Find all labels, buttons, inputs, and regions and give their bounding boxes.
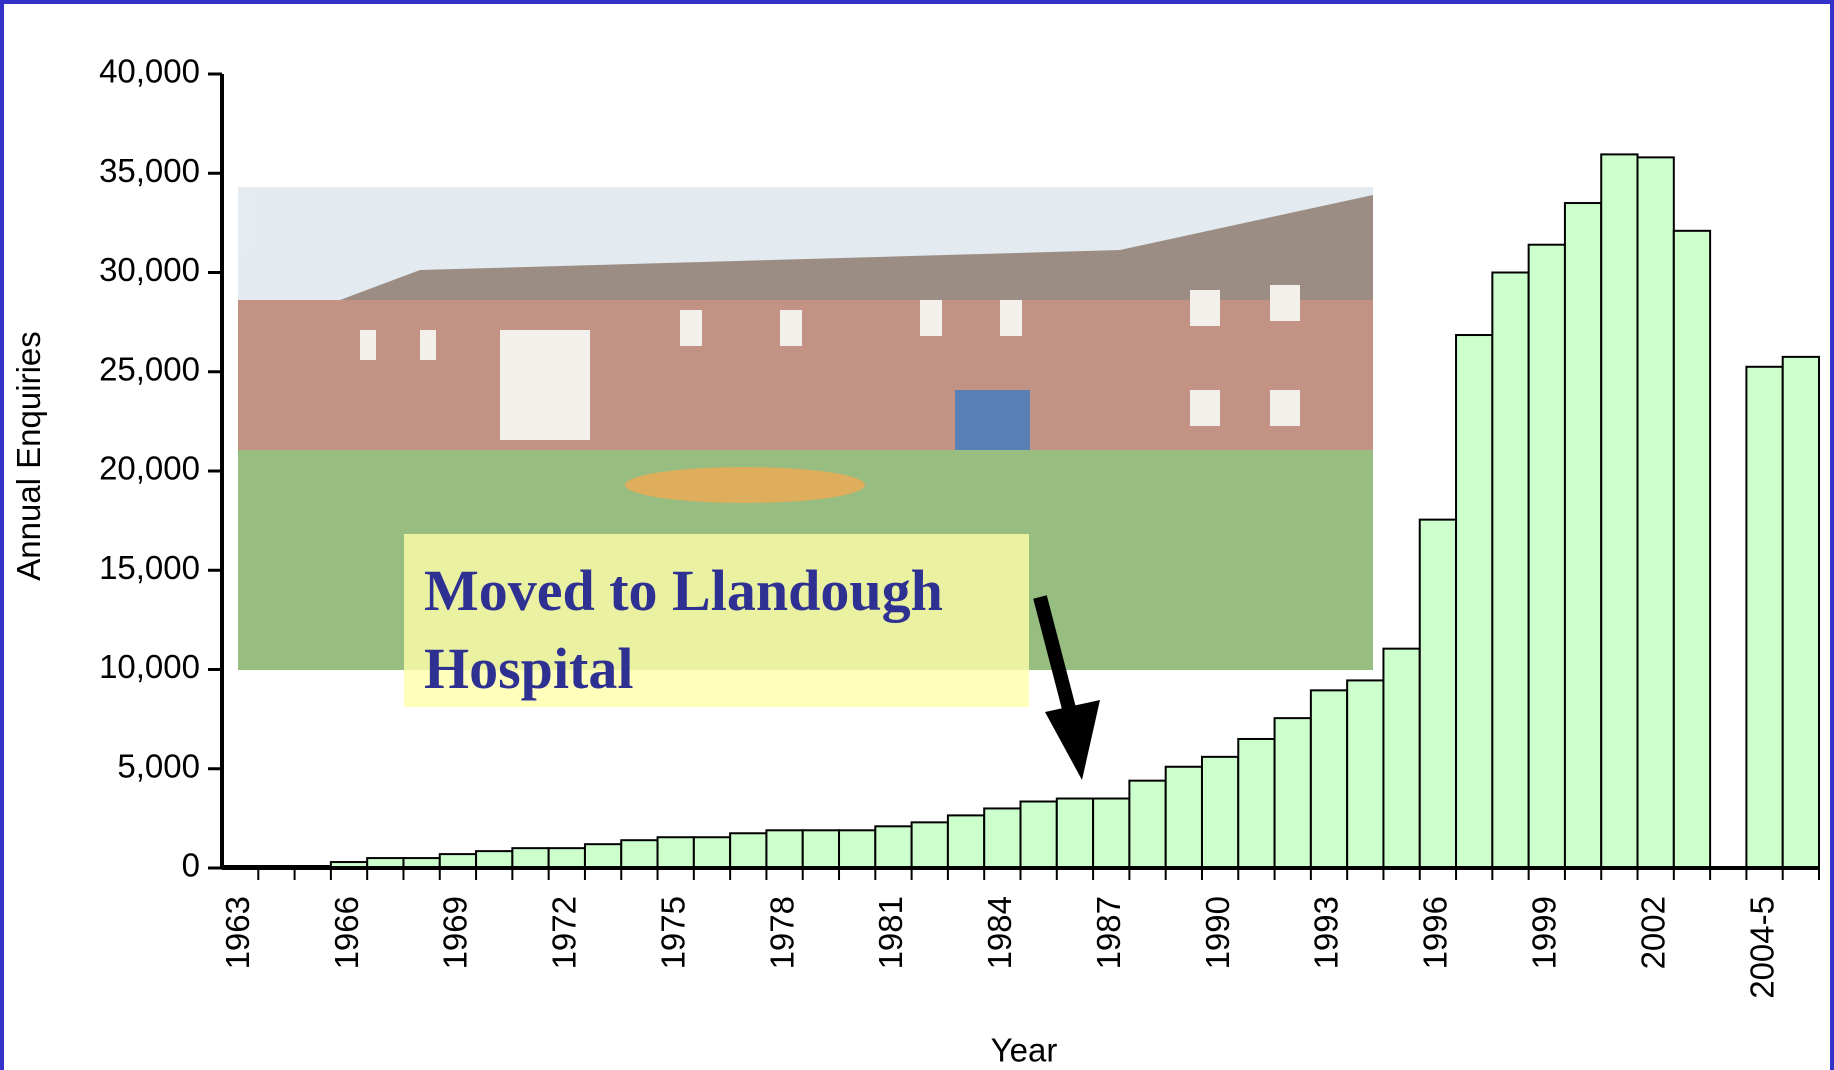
x-tick-label: 1999	[1526, 896, 1563, 969]
bar	[621, 840, 657, 868]
page: Annual Enquiries Year 0 5,000 10,000 15,000…	[0, 0, 1834, 1070]
bar	[1311, 690, 1347, 868]
bar	[1347, 680, 1383, 868]
bar	[440, 854, 476, 868]
y-tick-label: 25,000	[99, 350, 200, 387]
x-tick-label: 1993	[1308, 896, 1345, 969]
bar	[1492, 273, 1528, 869]
bar	[1129, 781, 1165, 868]
bar	[476, 851, 512, 868]
x-tick-label: 1978	[763, 896, 800, 969]
bar	[875, 826, 911, 868]
bar	[1057, 799, 1093, 868]
bar	[1565, 203, 1601, 868]
bar	[1638, 157, 1674, 868]
bar	[1275, 718, 1311, 868]
bar	[512, 848, 548, 868]
bar	[1166, 767, 1202, 868]
bar	[1093, 799, 1129, 868]
x-tick-label: 1996	[1417, 896, 1454, 969]
x-tick-label: 1972	[546, 896, 583, 969]
y-tick-label: 20,000	[99, 450, 200, 487]
bar	[1456, 335, 1492, 868]
y-tick-label: 35,000	[99, 152, 200, 189]
bar	[803, 830, 839, 868]
y-tick-label: 30,000	[99, 251, 200, 288]
bar	[1238, 739, 1274, 868]
bar	[1783, 357, 1819, 868]
y-tick-label: 0	[182, 847, 200, 884]
y-tick-label: 15,000	[99, 549, 200, 586]
x-tick-label: 1981	[872, 896, 909, 969]
bar	[1674, 231, 1710, 868]
bar	[1529, 245, 1565, 868]
bar	[984, 808, 1020, 868]
bar	[948, 815, 984, 868]
bar	[1202, 757, 1238, 868]
x-tick-label: 1963	[219, 896, 256, 969]
bar	[839, 830, 875, 868]
bar	[730, 833, 766, 868]
x-axis-title: Year	[991, 1032, 1058, 1069]
bar	[1420, 520, 1456, 868]
bar	[766, 830, 802, 868]
x-tick-label: 2004-5	[1743, 896, 1780, 999]
x-tick-label: 1984	[981, 896, 1018, 969]
y-tick-label: 10,000	[99, 648, 200, 685]
bar	[912, 822, 948, 868]
y-tick-label: 5,000	[117, 747, 200, 784]
bar	[585, 844, 621, 868]
y-axis-title: Annual Enquiries	[10, 331, 47, 581]
x-tick-label: 1990	[1199, 896, 1236, 969]
bar	[549, 848, 585, 868]
x-tick-label: 1966	[328, 896, 365, 969]
x-tick-label: 1987	[1090, 896, 1127, 969]
bar	[694, 837, 730, 868]
bar	[1383, 649, 1419, 868]
x-tick-label: 1969	[437, 896, 474, 969]
x-tick-label: 2002	[1634, 896, 1671, 969]
bar	[1021, 802, 1057, 868]
bar	[1746, 367, 1782, 868]
bar	[1601, 154, 1637, 868]
y-tick-label: 40,000	[99, 53, 200, 90]
annotation: Moved to Llandough Hospital	[404, 534, 1029, 707]
x-tick-label: 1975	[654, 896, 691, 969]
bar	[658, 837, 694, 868]
